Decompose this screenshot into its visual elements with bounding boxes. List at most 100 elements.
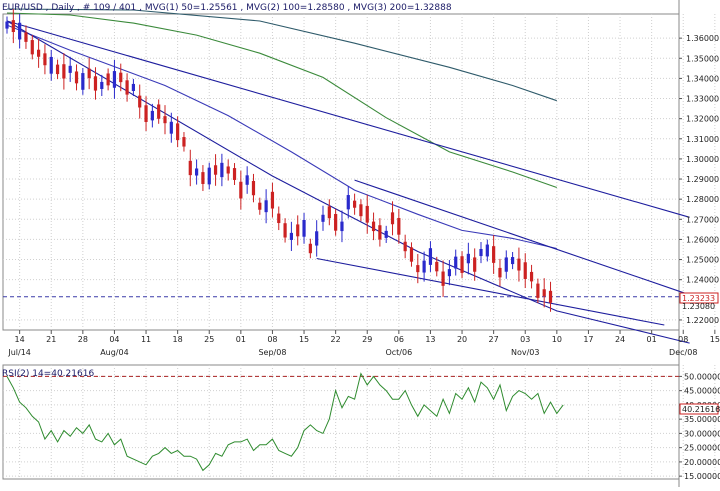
price-y-tick-label: 1.28000 [686,195,719,204]
candle-body [93,76,98,91]
candle-body [182,137,186,147]
candle-body [62,64,66,79]
candle-body [201,172,205,184]
candle-body [30,40,34,55]
price-y-tick-label: 1.29000 [686,175,719,184]
candle-body [264,200,268,213]
x-tick-day-label: 11 [141,335,151,344]
price-y-tick-label: 1.22000 [686,316,719,325]
price-y-tick-label: 1.33000 [686,95,719,104]
x-tick-day-label: 20 [457,335,467,344]
x-tick-day-label: 14 [15,335,25,344]
candle-body [18,22,22,40]
rsi-current-label: 40.21616 [682,405,720,414]
x-tick-month-label: Sep/08 [258,348,286,357]
overlay-trend-line [6,20,690,218]
candle-body [334,213,338,231]
candle-body [188,160,192,176]
price-y-tick-label: 1.36000 [686,34,719,43]
x-tick-day-label: 13 [425,335,435,344]
candle-body [390,212,395,225]
candle-body [251,180,256,196]
x-tick-day-label: 03 [520,335,530,344]
candle-body [213,165,218,175]
candle-body [106,73,110,86]
x-tick-day-label: 10 [552,335,562,344]
candle-body [163,116,167,124]
candle-body [308,243,312,254]
rsi-y-tick-label: 35.00000 [684,415,720,424]
price-y-tick-label: 1.24000 [686,276,719,285]
rsi-y-tick-label: 20.00000 [684,458,720,467]
candle-body [144,105,148,122]
candle-body [296,224,300,237]
overlay-trend-line [6,20,690,344]
rsi-title: RSI(2) 14=40.21616 [2,369,94,379]
candle-body [270,191,275,209]
overlay-ma200-line [6,8,557,102]
rsi-panel-frame [2,364,680,480]
candle-body [517,258,521,271]
candle-body [24,32,28,42]
price-y-tick-label: 1.25000 [686,256,719,265]
candle-body [55,64,60,75]
candle-body [302,220,306,237]
candle-body [403,241,407,252]
current-price-label: 1.23233 [682,294,715,303]
candle-body [479,248,483,257]
candle-body [100,81,104,89]
candle-body [365,205,369,223]
candle-body [542,289,546,297]
rsi-current-box [679,403,719,415]
x-tick-day-label: 29 [362,335,372,344]
x-tick-day-label: 18 [173,335,183,344]
candle-body [138,95,142,108]
x-tick-day-label: 15 [710,335,720,344]
candle-body [195,168,199,176]
x-tick-day-label: 27 [489,335,499,344]
candle-body [176,123,180,141]
rsi-y-tick-label: 15.00000 [684,472,720,481]
x-tick-day-label: 08 [267,335,277,344]
rsi-layer [3,372,679,472]
candle-body [43,53,47,66]
candle-body [441,271,445,286]
candle-body [504,257,508,272]
x-tick-day-label: 22 [331,335,341,344]
overlay-ma50-line [6,24,557,250]
candle-body [529,271,534,282]
candle-body [409,247,414,262]
candle-body [232,168,237,180]
candle-body [454,256,458,269]
x-tick-day-label: 06 [394,335,404,344]
candle-body [49,56,53,74]
candle-body [371,221,376,232]
x-tick-day-label: 15 [299,335,309,344]
candle-body [460,256,464,273]
candle-body [511,257,515,265]
x-tick-day-label: 25 [204,335,214,344]
candle-body [384,230,388,238]
x-tick-month-label: Aug/04 [100,348,129,357]
candle-body [353,200,357,208]
price-y-tick-label: 1.34000 [686,74,719,83]
candle-layer [5,9,553,312]
candle-body [81,73,85,90]
rsi-y-tick-label: 30.00000 [684,429,720,438]
rsi-y-tick-label: 45.00000 [684,387,720,396]
candle-body [485,244,489,257]
candle-body [447,269,451,277]
candle-body [11,20,15,33]
candle-body [340,221,344,232]
candle-body [416,265,420,273]
x-tick-day-label: 21 [46,335,56,344]
candle-body [207,167,211,185]
rsi-line [6,372,564,472]
price-y-tick-label: 1.32000 [686,115,719,124]
x-tick-day-label: 08 [678,335,688,344]
candle-body [277,213,281,224]
candle-body [548,290,553,303]
candle-body [157,104,161,119]
price-title: EUR/USD , Daily , # 109 / 401 , MVG(1) 5… [2,3,452,13]
